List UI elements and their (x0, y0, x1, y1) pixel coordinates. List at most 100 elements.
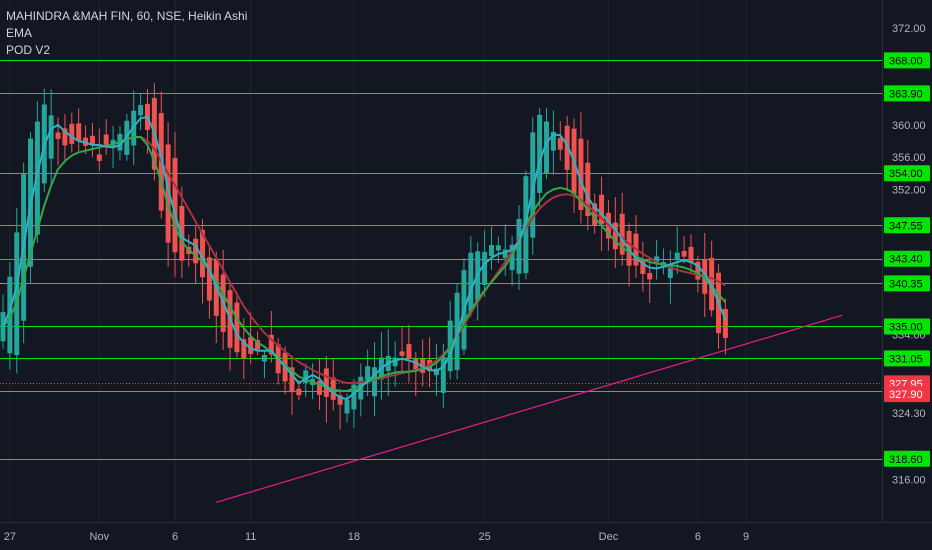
time-tick-label: Nov (90, 531, 110, 543)
level-price-badge-bg (884, 350, 930, 367)
level-price-badge-bg (884, 318, 930, 335)
ema-fast-line[interactable] (2, 115, 727, 401)
candle-up (488, 245, 494, 257)
candle-up (34, 121, 40, 235)
level-price-badge[interactable]: 343.40 (889, 254, 923, 266)
candle-down (695, 261, 701, 280)
time-tick-label: 11 (245, 531, 256, 543)
candle-down (296, 388, 302, 396)
candle-down (557, 138, 563, 150)
candle-up (303, 370, 309, 383)
time-tick-label: 27 (4, 531, 16, 543)
time-tick-label: 9 (743, 531, 749, 543)
candle-down (268, 334, 274, 355)
candle-down (406, 344, 412, 359)
candle-down (172, 157, 178, 253)
candle-down (585, 162, 591, 217)
candle-down (592, 203, 598, 226)
time-tick-label: 18 (348, 531, 360, 543)
price-tick-label: 360.00 (892, 120, 926, 132)
candle-up (502, 249, 508, 259)
candle-up (654, 256, 660, 263)
candle-down (248, 336, 254, 354)
candle-down (255, 339, 261, 350)
candle-down (103, 134, 109, 145)
candle-up (544, 121, 550, 174)
level-price-badge[interactable]: 331.05 (889, 353, 923, 365)
candle-up (495, 245, 501, 251)
candle-down (578, 138, 584, 210)
candle-up (537, 114, 543, 193)
candle-up (550, 131, 556, 151)
candle-up (372, 367, 378, 397)
secondary-price-badge[interactable]: 327.90 (889, 389, 923, 401)
level-price-badge[interactable]: 354.00 (889, 168, 923, 180)
level-price-badge[interactable]: 347.55 (889, 220, 923, 232)
price-axis[interactable]: 372.00360.00356.00352.00334.00324.30316.… (882, 0, 932, 550)
candle-down (76, 123, 82, 142)
candle-down (722, 309, 728, 338)
candle-down (200, 230, 206, 278)
candle-up (509, 244, 515, 271)
candle-down (688, 246, 694, 264)
time-axis[interactable]: 27 Nov 6 11 18 25 Dec 6 9 (0, 522, 932, 550)
level-price-badge-bg (884, 275, 930, 292)
level-price-badge-bg (884, 165, 930, 182)
time-tick-label: Dec (599, 531, 619, 543)
candle-up (440, 356, 446, 393)
level-price-badge-bg (884, 52, 930, 69)
ema-slow-line[interactable] (140, 136, 726, 384)
candle-down (399, 351, 405, 356)
candle-up (468, 252, 474, 312)
time-axis-background (0, 522, 932, 550)
candle-down (89, 135, 95, 145)
candle-up (667, 263, 673, 278)
candle-down (612, 222, 618, 250)
candle-up (674, 252, 680, 260)
ema-lines-layer (2, 115, 727, 401)
time-tick-label: 25 (478, 531, 490, 543)
candle-down (647, 272, 653, 280)
candle-down (640, 259, 646, 274)
candle-up (365, 366, 371, 382)
candle-up (482, 251, 488, 285)
candle-down (62, 128, 68, 146)
candle-down (323, 368, 329, 397)
horizontal-levels (0, 60, 882, 460)
level-price-badge[interactable]: 318.60 (889, 454, 923, 466)
candle-down (709, 257, 715, 311)
level-price-badge[interactable]: 340.35 (889, 278, 923, 290)
level-price-badge[interactable]: 368.00 (889, 55, 923, 67)
trendline[interactable] (216, 314, 843, 503)
candle-up (14, 232, 20, 356)
level-price-badge[interactable]: 363.90 (889, 88, 923, 100)
candle-up (48, 115, 54, 159)
candle-down (179, 205, 185, 261)
price-tick-label: 372.00 (892, 23, 926, 35)
symbol-title[interactable]: MAHINDRA &MAH FIN, 60, NSE, Heikin Ashi (6, 9, 248, 23)
candle-down (681, 250, 687, 257)
candle-up (344, 399, 350, 414)
candle-up (7, 276, 13, 354)
candle-down (96, 154, 102, 161)
price-tick-label: 356.00 (892, 152, 926, 164)
candle-down (206, 257, 212, 301)
trendline-layer (216, 314, 843, 503)
candle-down (193, 238, 199, 264)
candle-down (241, 339, 247, 359)
candle-up (516, 218, 522, 274)
candle-up (110, 139, 116, 147)
indicator-ema-label[interactable]: EMA (6, 26, 33, 40)
indicator-pod-label[interactable]: POD V2 (6, 43, 51, 57)
level-price-badge[interactable]: 335.00 (889, 321, 923, 333)
candle-down (289, 367, 295, 393)
candle-down (69, 123, 75, 144)
candle-up (392, 357, 398, 367)
time-tick-label: 6 (695, 531, 701, 543)
price-axis-background (882, 0, 932, 550)
candle-down (316, 380, 322, 395)
candle-down (619, 213, 625, 255)
candle-down (55, 132, 61, 139)
candle-up (261, 355, 267, 362)
